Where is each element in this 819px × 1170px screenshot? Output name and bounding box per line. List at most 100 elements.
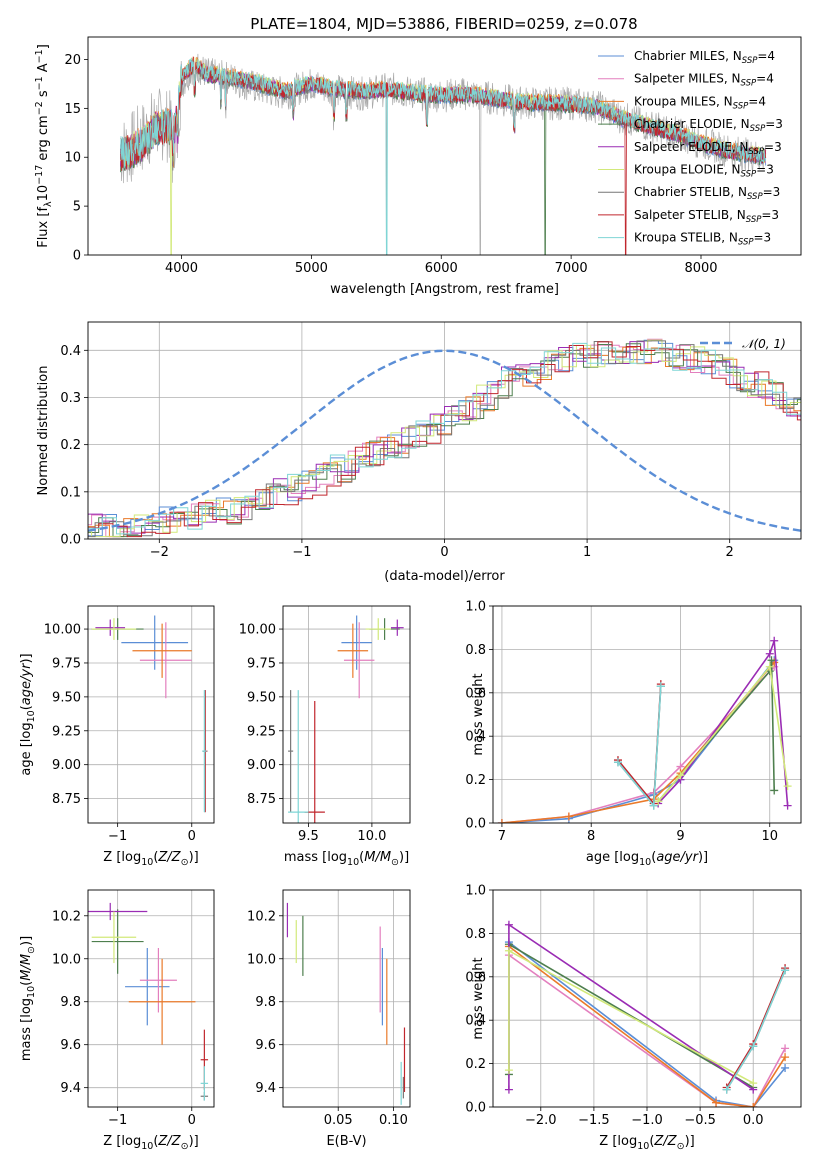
- label-part: age/yr: [19, 662, 34, 705]
- legend-label-part: Chabrier STELIB, N: [634, 185, 747, 199]
- label-part: 10: [639, 857, 651, 868]
- y-tick-label: 0.0: [465, 1101, 486, 1116]
- spectrum-plot-area: [120, 53, 767, 255]
- x-axis-label: E(B-V): [326, 1134, 366, 1149]
- x-tick-label: −1: [292, 545, 311, 560]
- error-bar-point: [139, 622, 192, 699]
- y-tick-label: 0.4: [60, 344, 81, 359]
- label-part: −1: [34, 49, 45, 63]
- plus-marker: [767, 656, 776, 665]
- error-bar-point: [390, 619, 404, 636]
- plus-marker: [770, 636, 779, 645]
- histogram-step-line: [88, 340, 801, 538]
- error-bar-point: [121, 615, 189, 670]
- y-tick-label: 0.8: [465, 927, 486, 942]
- error-bar-point: [139, 948, 177, 1013]
- plus-marker: [749, 1042, 758, 1051]
- label-part: Z/Z: [653, 1134, 677, 1149]
- y-tick-label: 9.8: [60, 995, 81, 1010]
- legend-label-part: Salpeter MILES, N: [634, 72, 741, 86]
- x-tick-label: 0: [188, 829, 196, 844]
- residuals-plot-area: [88, 338, 801, 538]
- plus-marker: [504, 1085, 513, 1094]
- label-part: mass [log: [284, 850, 347, 865]
- mass-weight-line: [508, 945, 786, 1107]
- plus-marker: [749, 1103, 758, 1107]
- label-part: age [log: [19, 722, 34, 775]
- age-vs-mass-plot-area: [288, 615, 404, 823]
- plus-marker: [783, 782, 792, 791]
- x-tick-label: 9.5: [298, 829, 319, 844]
- legend-label: Kroupa ELODIE, NSSP=3: [634, 163, 774, 180]
- legend-label-part: SSP: [748, 147, 764, 157]
- x-tick-label: 0: [188, 1113, 196, 1128]
- label-part: )]: [399, 850, 409, 865]
- age-vs-mass-panel: 9.5 10.0 8.75 9.00 9.25 9.50 9.75 10.00 mass [lo…: [239, 605, 411, 868]
- spectrum-panel: 4000 5000 6000 7000 8000 0 5 10 15 20 wavelength […: [34, 36, 802, 297]
- plus-marker: [781, 1044, 790, 1053]
- label-part: −1: [34, 76, 45, 90]
- x-tick-label: 5000: [295, 261, 328, 276]
- histogram-step-line: [88, 342, 801, 535]
- x-tick-label: −2: [150, 545, 169, 560]
- y-tick-label: 0.8: [465, 643, 486, 658]
- label-part: )]: [189, 1134, 199, 1149]
- histogram-step-line: [88, 338, 801, 538]
- mass-vs-EBV-plot-area: [286, 902, 406, 1105]
- histogram-step-line: [88, 341, 801, 538]
- x-tick-label: 4000: [165, 261, 198, 276]
- legend-label: 𝒩(0, 1): [742, 337, 786, 351]
- label-part: ⊙: [26, 946, 37, 954]
- y-tick-label: 0.3: [60, 391, 81, 406]
- plus-marker: [770, 786, 779, 795]
- error-bar-point: [202, 690, 207, 813]
- label-part: (: [649, 1134, 654, 1149]
- label-part: age/yr: [656, 850, 699, 865]
- label-part: 10: [347, 857, 359, 868]
- label-part: )]: [698, 850, 708, 865]
- legend-label-part: SSP: [741, 170, 757, 180]
- label-part: 10: [36, 185, 51, 202]
- x-tick-label: 0.10: [379, 1113, 408, 1128]
- mass-weight-line: [508, 941, 786, 1107]
- plus-marker: [504, 946, 513, 955]
- y-tick-label: 0.6: [465, 970, 486, 985]
- plus-marker: [781, 1063, 790, 1072]
- weight-vs-Z-plot-area: [504, 920, 790, 1107]
- mass-weight-line: [508, 923, 754, 1091]
- label-part: λ: [43, 201, 54, 207]
- legend-label-part: Salpeter ELODIE, N: [634, 140, 748, 154]
- label-part: 10: [141, 1141, 153, 1152]
- x-tick-label: 10.0: [357, 829, 386, 844]
- plus-marker: [497, 819, 506, 823]
- legend-label-part: SSP: [742, 56, 758, 66]
- label-part: M/M: [19, 954, 34, 981]
- error-bar-point: [128, 958, 196, 1045]
- mass-weight-line: [508, 942, 754, 1089]
- label-part: (: [651, 850, 656, 865]
- label-part: (: [153, 1134, 158, 1149]
- x-tick-label: −1.0: [631, 1113, 663, 1128]
- plus-marker: [504, 920, 513, 929]
- axes-frame: [87, 605, 215, 824]
- x-axis-label: Z [log10(Z/Z⊙)]: [599, 1134, 694, 1152]
- y-axis-label: mass [log10(M/M⊙)]: [19, 936, 37, 1061]
- legend-label-part: Salpeter STELIB, N: [634, 208, 746, 222]
- label-part: (: [153, 850, 158, 865]
- y-axis-label: mass weight: [471, 673, 486, 755]
- y-tick-label: 9.00: [247, 758, 276, 773]
- error-bar-point: [288, 690, 309, 823]
- label-part: −2: [34, 101, 45, 115]
- figure-title: PLATE=1804, MJD=53886, FIBERID=0259, z=0…: [250, 15, 637, 33]
- label-part: age [log: [586, 850, 639, 865]
- x-tick-label: 2: [726, 545, 734, 560]
- y-tick-label: 9.50: [52, 690, 81, 705]
- label-part: ⊙: [181, 1141, 189, 1152]
- plus-marker: [656, 682, 665, 691]
- x-axis-label: age [log10(age/yr)]: [586, 850, 708, 868]
- legend-label: Salpeter STELIB, NSSP=3: [634, 208, 779, 225]
- label-part: 10: [26, 710, 37, 722]
- y-tick-label: 0.2: [60, 438, 81, 453]
- label-part: ⊙: [677, 1141, 685, 1152]
